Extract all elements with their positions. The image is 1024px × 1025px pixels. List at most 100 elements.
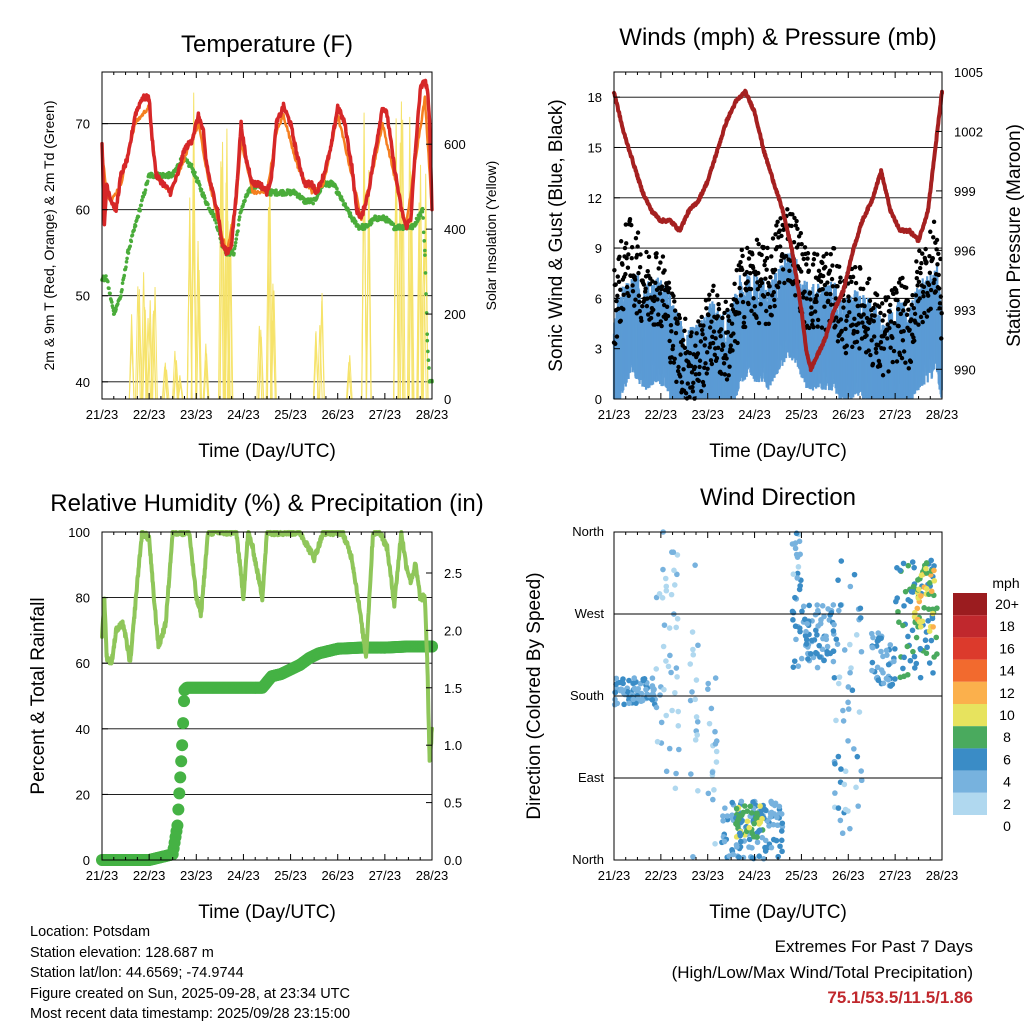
gust-point [815,324,820,329]
dewpoint-point [424,292,428,296]
wind-direction-point [900,560,907,567]
gust-point [728,343,734,348]
dewpoint-point [236,229,240,233]
wind-direction-point [658,719,665,726]
wind-direction-point [931,578,938,584]
gust-point [699,388,704,394]
wind-direction-point [885,661,892,668]
gust-point [738,293,744,298]
gust-point [636,293,642,298]
wind-direction-point [931,567,937,574]
gust-point [918,270,923,276]
wind-direction-point [656,591,663,597]
wind-direction-point [789,541,796,547]
dewpoint-point [128,244,132,248]
gust-point [677,315,682,321]
wind-direction-point [878,635,884,642]
gust-point [632,303,637,308]
gust-point [716,302,721,307]
wind-direction-point [663,658,669,664]
rainfall-point [173,787,186,800]
wind-direction-point [922,637,929,644]
gust-point [683,316,688,321]
wind-direction-point [909,559,916,565]
solar-insolation-spike [134,286,141,400]
gust-point [847,310,852,315]
wind-direction-point [845,706,852,712]
extremes-subtitle: (High/Low/Max Wind/Total Precipitation) [671,962,973,982]
wind-direction-point [667,652,673,659]
solar-insolation-spike [195,241,201,400]
wind-direction-point [805,656,811,662]
wind-direction-point [649,675,656,682]
gust-point [629,255,634,261]
wind-direction-point [837,602,844,608]
solar-insolation-spike [407,171,414,400]
temperature-title: Temperature (F) [181,31,353,58]
gust-point [659,323,664,329]
gust-point [811,324,816,330]
gust-point [719,347,725,353]
gust-point [726,373,731,378]
speed-legend-swatch [953,593,987,616]
gust-point [804,296,809,301]
solar-insolation-spike [218,161,224,400]
dewpoint-point [120,281,125,285]
wind-direction-point [845,699,851,706]
gust-point [861,286,866,292]
gust-point [830,284,836,289]
gust-point [668,360,673,365]
winds-ytick-label: 3 [595,342,602,357]
wind-direction-point [874,664,881,671]
solar-insolation-spike [422,215,429,400]
gust-point [937,301,943,306]
wind-direction-point [739,812,745,818]
wind-direction-point [897,567,903,574]
wind-direction-point [738,838,744,845]
gust-point [799,241,804,247]
wind-direction-point [624,688,631,695]
solar-insolation-spike [365,169,372,400]
gust-point [911,335,916,340]
wind-direction-point [665,663,672,670]
gust-point [793,293,798,298]
gust-point [618,287,623,293]
wind-direction-point [721,838,728,845]
speed-legend-label: 8 [1003,729,1011,745]
gust-point [693,343,698,348]
wind-direction-point [790,664,797,670]
winds-chart: Winds (mph) & Pressure (mb) 21/23 22/23 23/… [546,24,1024,462]
gust-point [701,323,706,328]
station-elevation: Station elevation: 128.687 m [30,944,214,961]
gust-point [624,241,629,246]
dewpoint-point [233,240,238,245]
dewpoint-point [107,286,111,291]
gust-point [696,319,701,324]
solar-insolation-spike [190,222,197,400]
temp-2m-line [100,78,434,257]
gust-point [666,289,671,295]
gust-point [931,219,937,225]
wind-direction-point [925,606,932,612]
gust-point [900,275,905,281]
gust-point [634,252,640,258]
gust-point [939,336,944,341]
wind-direction-point [709,769,716,776]
gust-point [846,294,851,299]
total-rainfall-series [96,640,438,866]
wind-direction-point [933,634,940,641]
winds-xlabel: Time (Day/UTC) [709,441,847,462]
humidity-xtick-label: 27/23 [369,868,402,883]
gust-point [623,222,629,227]
wind-direction-point [847,641,853,648]
gust-point [839,337,845,342]
gust-point [881,346,887,351]
gust-point [928,229,933,234]
dewpoint-point [106,279,110,284]
gust-point [790,212,795,217]
wind-direction-point [918,572,925,579]
wind_direction-xtick-label: 25/23 [785,868,818,883]
winds-xtick-label: 25/23 [785,407,818,422]
wind-direction-point [674,571,680,578]
gust-point [687,350,693,356]
